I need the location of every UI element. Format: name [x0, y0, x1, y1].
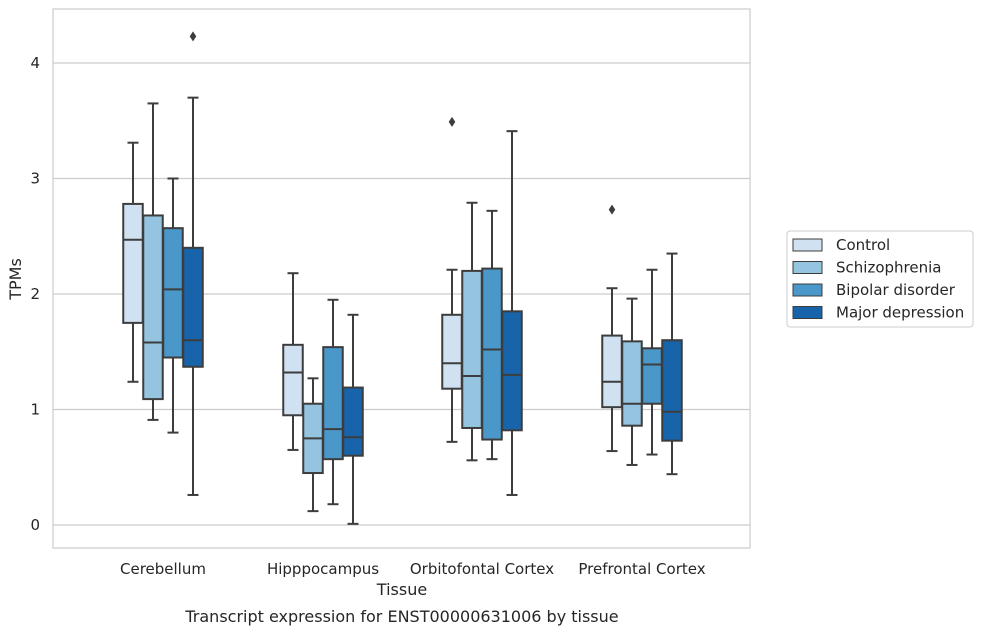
- box-major-depression: [342, 313, 364, 525]
- iqr-box: [282, 343, 304, 417]
- iqr-box: [162, 227, 184, 359]
- legend-label: Control: [836, 236, 890, 254]
- legend-swatch: [792, 238, 823, 252]
- y-tick-label: 4: [30, 54, 40, 72]
- legend-label: Bipolar disorder: [836, 281, 956, 299]
- legend-swatch: [792, 306, 823, 319]
- x-tick-label: Cerebellum: [120, 560, 206, 578]
- box-bipolar-disorder: [481, 209, 503, 461]
- box-control: [441, 116, 463, 443]
- box-schizophrenia: [302, 377, 324, 513]
- iqr-box: [322, 346, 344, 461]
- box-schizophrenia: [621, 297, 643, 466]
- legend-frame: [786, 230, 974, 328]
- y-axis-ticks: 0 1 2 3 4: [30, 54, 40, 534]
- box-bipolar-disorder: [322, 298, 344, 506]
- y-tick-label: 0: [30, 516, 40, 534]
- legend-label: Schizophrenia: [836, 259, 941, 277]
- y-tick-label: 1: [30, 401, 40, 419]
- box-bipolar-disorder: [641, 268, 663, 456]
- y-axis-title: TPMs: [6, 258, 25, 301]
- iqr-box: [641, 347, 663, 405]
- box-schizophrenia: [461, 201, 483, 462]
- iqr-box: [122, 202, 144, 324]
- y-tick-label: 2: [30, 285, 40, 303]
- boxes: [122, 31, 683, 525]
- x-tick-label: Hipppocampus: [267, 560, 379, 578]
- x-tick-label: Orbitofontal Cortex: [410, 560, 554, 578]
- legend-swatch: [792, 283, 823, 297]
- x-tick-label: Prefrontal Cortex: [578, 560, 705, 578]
- box-schizophrenia: [142, 102, 164, 421]
- iqr-box: [481, 267, 503, 441]
- plot-area-frame: [52, 8, 751, 549]
- legend: Control Schizophrenia Bipolar disorder Majo…: [786, 230, 974, 328]
- y-tick-label: 3: [30, 170, 40, 188]
- box-major-depression: [661, 252, 683, 476]
- chart-caption: Transcript expression for ENST0000063100…: [184, 607, 618, 626]
- legend-label: Major depression: [836, 304, 964, 322]
- x-axis-ticks: Cerebellum Hipppocampus Orbitofontal Corte…: [120, 560, 706, 578]
- box-bipolar-disorder: [162, 177, 184, 434]
- outlier-marker: [189, 31, 197, 42]
- outlier-marker: [448, 116, 456, 127]
- outlier-marker: [608, 204, 616, 215]
- iqr-box: [501, 310, 523, 432]
- box-control: [601, 204, 623, 453]
- iqr-box: [182, 246, 204, 368]
- iqr-box: [461, 269, 483, 429]
- iqr-box: [661, 339, 683, 442]
- iqr-box: [142, 214, 164, 401]
- box-major-depression: [182, 31, 204, 496]
- legend-swatch: [792, 261, 823, 274]
- x-axis-title: Tissue: [376, 580, 427, 599]
- iqr-box: [342, 386, 364, 457]
- box-control: [282, 272, 304, 451]
- iqr-box: [601, 334, 623, 409]
- iqr-box: [441, 313, 463, 390]
- box-major-depression: [501, 130, 523, 496]
- iqr-box: [621, 340, 643, 427]
